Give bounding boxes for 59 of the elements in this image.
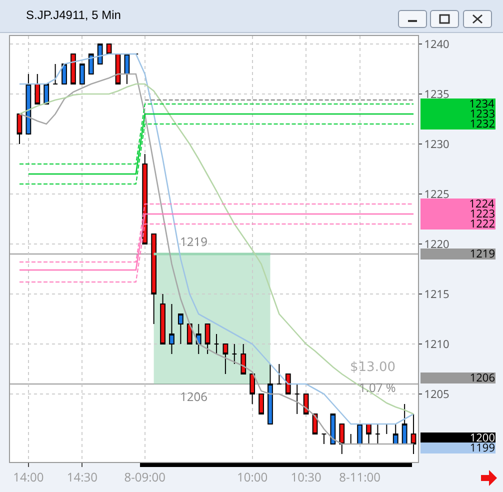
- candlestick: [303, 394, 309, 414]
- candlestick: [52, 64, 58, 84]
- candlestick: [169, 304, 174, 354]
- candlestick: [88, 54, 94, 74]
- candlestick: [294, 384, 300, 414]
- candlestick: [366, 424, 372, 444]
- candlestick: [222, 344, 228, 374]
- y-tick-label: 1225: [424, 186, 450, 202]
- candlestick: [204, 324, 210, 354]
- y-tick-label: 1240: [424, 36, 450, 52]
- candlestick: [214, 334, 220, 354]
- candlestick: [97, 44, 103, 64]
- candlestick: [151, 234, 157, 324]
- candlestick: [285, 374, 291, 394]
- text: 1222: [470, 216, 495, 232]
- candlestick: [70, 54, 76, 84]
- candlestick: [339, 424, 345, 454]
- candlestick: [357, 424, 362, 444]
- candlestick: [258, 394, 264, 414]
- text: 1232: [470, 116, 495, 132]
- y-tick-label: 1230: [424, 136, 450, 152]
- x-tick-label: 10:30: [290, 468, 322, 486]
- y-tick-label: 1205: [424, 386, 450, 402]
- text: 1219: [470, 246, 495, 262]
- candlestick: [276, 364, 282, 384]
- candlestick: [44, 84, 50, 104]
- candlestick: [62, 64, 67, 84]
- candlestick: [240, 344, 246, 374]
- annotation: $13.00: [350, 360, 396, 375]
- candlestick: [196, 324, 202, 354]
- text: 1199: [470, 440, 495, 456]
- x-tick-label: 10:00: [237, 468, 268, 486]
- x-tick-label: 8-09:00: [124, 468, 166, 486]
- y-tick-label: 1220: [424, 236, 450, 252]
- candlestick: [34, 74, 40, 104]
- x-tick-label: 14:00: [13, 468, 44, 486]
- candlestick: [330, 414, 336, 444]
- candlestick: [410, 414, 416, 454]
- candlestick: [250, 374, 256, 404]
- y-tick-label: 1215: [424, 286, 450, 302]
- candlestick: [178, 314, 184, 344]
- chart-title: S.JP.J4911, 5 Min: [26, 8, 121, 22]
- candlestick: [16, 114, 22, 144]
- y-tick-label: 1235: [424, 86, 450, 102]
- candlestick: [232, 344, 238, 364]
- ref-line-label: 1219: [180, 233, 208, 250]
- y-tick-label: 1210: [424, 336, 450, 352]
- candlestick: [392, 424, 398, 444]
- candlestick: [402, 404, 408, 444]
- candlestick: [79, 64, 85, 84]
- text: 1206: [470, 370, 495, 386]
- candlestick: [268, 364, 273, 424]
- candlestick: [186, 324, 192, 344]
- ref-line-label: 1206: [180, 388, 208, 405]
- candlestick: [160, 294, 166, 344]
- candlestick: [375, 424, 380, 444]
- candlestick: [321, 434, 327, 444]
- x-tick-label: 14:30: [66, 468, 98, 486]
- x-tick-label: 8-11:00: [339, 468, 381, 486]
